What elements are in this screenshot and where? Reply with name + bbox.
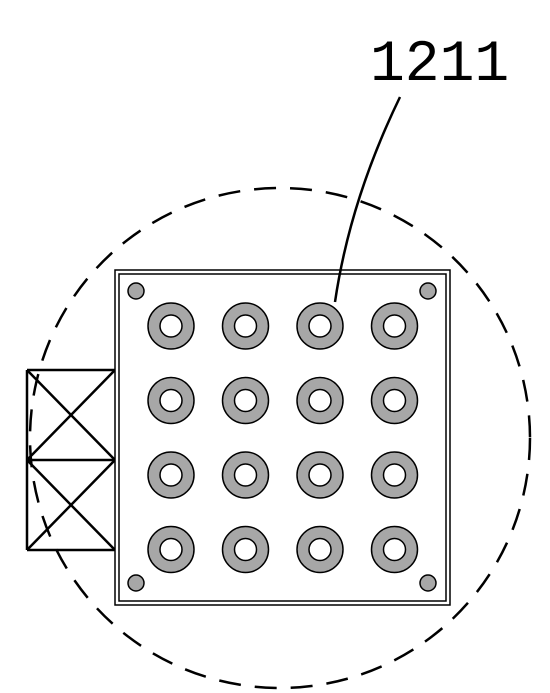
ring-hole — [372, 527, 418, 573]
ring-hole — [297, 303, 343, 349]
corner-dot — [420, 575, 436, 591]
corner-dot — [128, 575, 144, 591]
corner-dot — [420, 283, 436, 299]
ring-hole — [372, 452, 418, 498]
ring-hole — [148, 303, 194, 349]
ring-hole — [223, 452, 269, 498]
ring-hole — [148, 378, 194, 424]
ring-hole — [148, 527, 194, 573]
ring-hole — [372, 303, 418, 349]
corner-dot — [128, 283, 144, 299]
ring-hole — [223, 378, 269, 424]
ring-hole — [223, 303, 269, 349]
ring-hole — [297, 452, 343, 498]
ring-hole — [297, 527, 343, 573]
ring-hole — [223, 527, 269, 573]
callout-label: 1211 — [370, 33, 509, 98]
ring-hole — [297, 378, 343, 424]
ring-hole — [372, 378, 418, 424]
ring-hole — [148, 452, 194, 498]
